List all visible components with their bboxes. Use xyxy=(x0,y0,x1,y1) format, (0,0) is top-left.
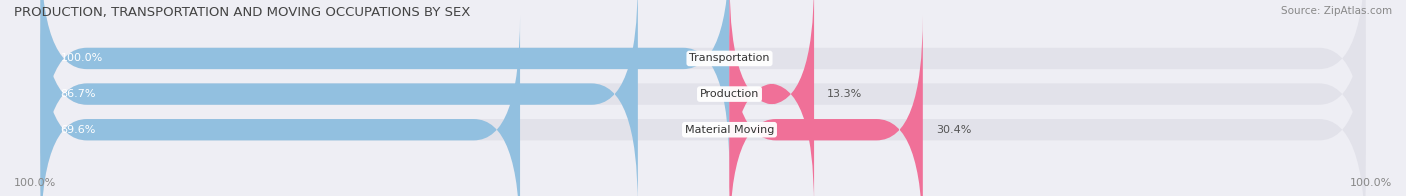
Text: PRODUCTION, TRANSPORTATION AND MOVING OCCUPATIONS BY SEX: PRODUCTION, TRANSPORTATION AND MOVING OC… xyxy=(14,6,471,19)
Text: Production: Production xyxy=(700,89,759,99)
FancyBboxPatch shape xyxy=(41,0,1365,196)
FancyBboxPatch shape xyxy=(41,0,730,172)
Text: 0.0%: 0.0% xyxy=(742,54,770,64)
Text: 100.0%: 100.0% xyxy=(14,178,56,188)
FancyBboxPatch shape xyxy=(41,16,1365,196)
Text: 13.3%: 13.3% xyxy=(827,89,862,99)
Text: 100.0%: 100.0% xyxy=(60,54,103,64)
FancyBboxPatch shape xyxy=(41,0,1365,172)
Text: Material Moving: Material Moving xyxy=(685,125,775,135)
FancyBboxPatch shape xyxy=(41,0,638,196)
Text: Transportation: Transportation xyxy=(689,54,769,64)
Text: 100.0%: 100.0% xyxy=(1350,178,1392,188)
FancyBboxPatch shape xyxy=(730,16,922,196)
FancyBboxPatch shape xyxy=(730,0,814,196)
Legend: Male, Female: Male, Female xyxy=(641,193,765,196)
Text: Source: ZipAtlas.com: Source: ZipAtlas.com xyxy=(1281,6,1392,16)
FancyBboxPatch shape xyxy=(41,16,520,196)
Text: 30.4%: 30.4% xyxy=(936,125,972,135)
Text: 86.7%: 86.7% xyxy=(60,89,96,99)
Text: 69.6%: 69.6% xyxy=(60,125,96,135)
